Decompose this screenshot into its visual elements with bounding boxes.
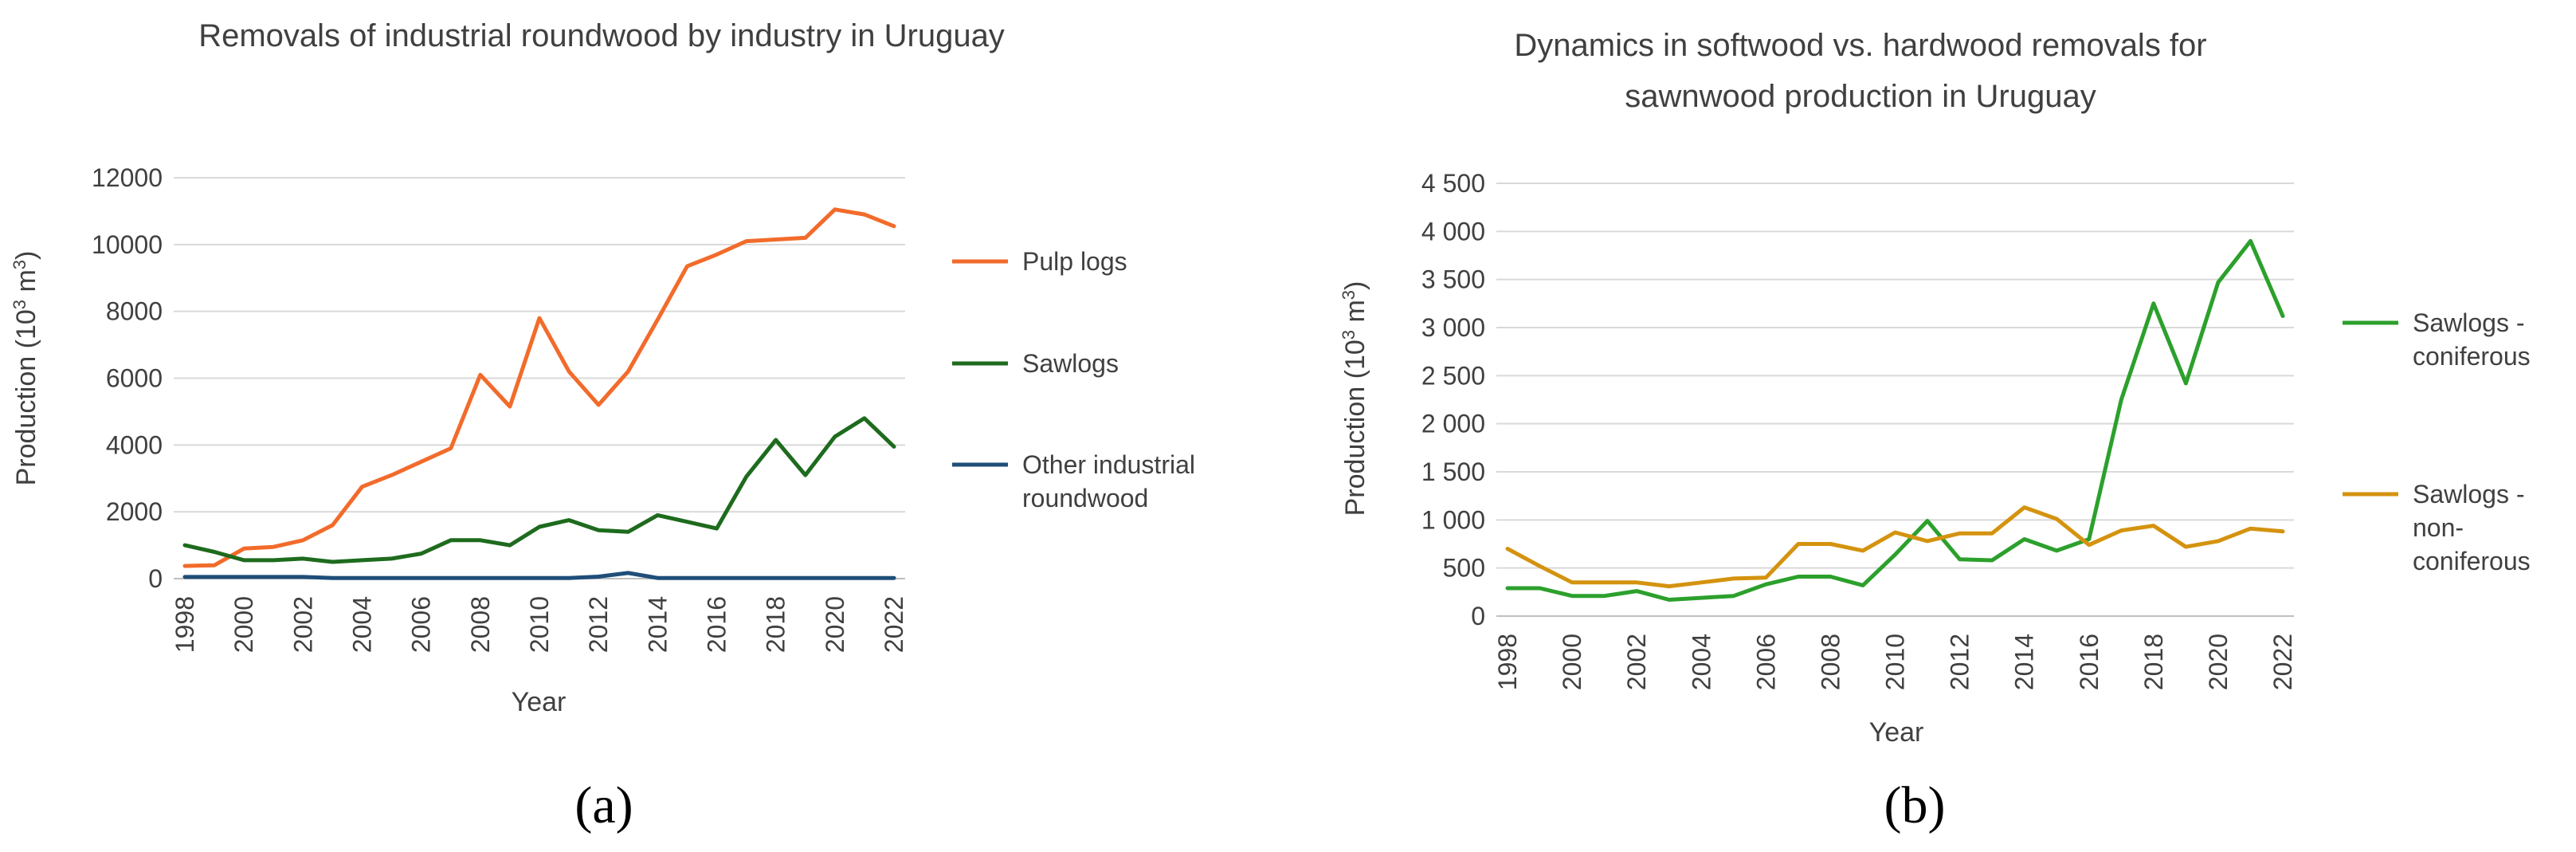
b-x-tick-label: 2010 [1881, 634, 1910, 690]
chart-b-y-axis-label: Production (103 m3) [1339, 281, 1370, 516]
a-legend-label-line: roundwood [1022, 484, 1148, 512]
chart-b-y-axis-label-text: Production (10 [1340, 340, 1370, 516]
b-x-tick-label: 2022 [2268, 634, 2297, 690]
a-series-line-3 [182, 571, 896, 580]
b-y-tick-label: 2 500 [1421, 361, 1485, 390]
chart-a-y-ticks: 0 2000 4000 6000 8000 10000 12000 [92, 163, 163, 593]
a-y-tick-label: 6000 [106, 364, 163, 393]
chart-b-title-line: sawnwood production in Uruguay [1625, 79, 2096, 114]
a-x-tick-label: 1998 [171, 596, 199, 653]
chart-a-gridlines [174, 177, 905, 579]
a-legend-label-line: Pulp logs [1022, 247, 1127, 276]
a-x-tick-label: 2002 [288, 596, 317, 653]
b-legend-label-1: Sawlogs - coniferous [2413, 308, 2531, 371]
chart-b-series [1505, 238, 2285, 602]
chart-a-y-axis-label: Production (103 m3) [10, 251, 41, 486]
chart-a-title: Removals of industrial roundwood by indu… [198, 18, 1005, 53]
b-legend-label-line: non- [2413, 513, 2464, 542]
a-x-tick-label: 2000 [229, 596, 258, 653]
chart-b-x-ticks: 1998 2000 2002 2004 2006 2008 2010 2012 2014 2016… [1493, 634, 2297, 690]
a-y-tick-label: 4000 [106, 430, 163, 459]
b-legend-label-2: Sawlogs - non-coniferous [2413, 480, 2531, 575]
b-y-tick-label: 500 [1443, 554, 1485, 583]
b-y-tick-label: 1 000 [1421, 505, 1485, 534]
b-x-tick-label: 1998 [1493, 634, 1522, 690]
chart-b-y-axis-label-sup2: 3 [1339, 290, 1359, 300]
b-x-tick-label: 2014 [2010, 634, 2039, 690]
b-x-tick-label: 2012 [1946, 634, 1974, 690]
a-y-tick-label: 12000 [92, 163, 163, 192]
b-y-tick-label: 2 000 [1421, 410, 1485, 438]
b-y-tick-label: 3 500 [1421, 265, 1485, 294]
chart-b: Dynamics in softwood vs. hardwood remova… [1339, 28, 2531, 834]
chart-b-x-axis-label: Year [1869, 717, 1924, 748]
panel-label-a: (a) [574, 776, 633, 834]
chart-b-title: Dynamics in softwood vs. hardwood remova… [1514, 28, 2206, 114]
chart-a-y-axis-label-sup2: 3 [10, 260, 29, 269]
b-x-tick-label: 2020 [2204, 634, 2233, 690]
b-y-tick-label: 3 000 [1421, 313, 1485, 342]
chart-b-gridlines [1496, 183, 2294, 617]
a-x-tick-label: 2010 [525, 596, 554, 653]
b-x-tick-label: 2002 [1622, 634, 1651, 690]
b-y-tick-label: 1 500 [1421, 457, 1485, 486]
b-x-tick-label: 2018 [2139, 634, 2168, 690]
a-legend-label-1: Pulp logs [1022, 247, 1127, 276]
b-x-tick-label: 2008 [1816, 634, 1845, 690]
a-legend-label-line: Sawlogs [1022, 349, 1119, 378]
b-x-tick-label: 2006 [1751, 634, 1780, 690]
b-y-tick-label: 4 000 [1421, 217, 1485, 245]
chart-a-x-axis-label: Year [512, 687, 567, 717]
chart-a-y-axis-label-unit: m [11, 269, 41, 300]
chart-a: Removals of industrial roundwood by indu… [10, 18, 1195, 834]
a-legend-label-3: Other industrial roundwood [1022, 450, 1195, 512]
a-x-tick-label: 2004 [348, 596, 377, 653]
a-y-tick-label: 10000 [92, 230, 163, 259]
b-series-line-2 [1505, 505, 2285, 589]
chart-a-y-axis-label-text: Production (10 [11, 309, 41, 485]
a-y-tick-label: 2000 [106, 497, 163, 526]
a-y-tick-label: 8000 [106, 297, 163, 326]
a-series-line-1 [182, 207, 896, 568]
b-y-tick-label: 4 500 [1421, 169, 1485, 198]
chart-a-series [182, 207, 896, 580]
a-y-tick-label: 0 [148, 564, 163, 593]
chart-a-x-ticks: 1998 2000 2002 2004 2006 2008 2010 2012 2014 2016… [171, 596, 908, 653]
panel-label-b: (b) [1884, 776, 1946, 834]
chart-b-y-axis-label-sup: 3 [1339, 330, 1359, 340]
a-x-tick-label: 2016 [703, 596, 731, 653]
b-x-tick-label: 2016 [2075, 634, 2104, 690]
a-series-line-2 [182, 416, 896, 564]
a-x-tick-label: 2022 [880, 596, 908, 653]
a-x-tick-label: 2014 [643, 596, 672, 653]
a-x-tick-label: 2018 [762, 596, 790, 653]
chart-b-y-axis-label-close: ) [1340, 281, 1370, 290]
chart-b-y-axis-label-unit: m [1340, 300, 1370, 330]
chart-b-legend: Sawlogs - coniferous Sawlogs - non-conifero… [2343, 308, 2531, 575]
b-x-tick-label: 2004 [1687, 634, 1715, 690]
b-legend-label-line: coniferous [2413, 547, 2531, 575]
b-legend-label-line: coniferous [2413, 342, 2531, 371]
b-x-tick-label: 2000 [1558, 634, 1586, 690]
chart-a-legend: Pulp logs Sawlogs Other industrial roundwoo… [952, 247, 1195, 512]
chart-a-y-axis-label-sup: 3 [10, 300, 29, 309]
a-x-tick-label: 2008 [466, 596, 495, 653]
b-series-line-1 [1505, 238, 2285, 602]
a-legend-label-2: Sawlogs [1022, 349, 1119, 378]
b-legend-label-line: Sawlogs - [2413, 480, 2525, 508]
a-x-tick-label: 2012 [584, 596, 613, 653]
a-x-tick-label: 2020 [821, 596, 849, 653]
chart-b-title-line: Dynamics in softwood vs. hardwood remova… [1514, 28, 2206, 63]
a-x-tick-label: 2006 [407, 596, 436, 653]
chart-a-y-axis-label-close: ) [11, 251, 41, 260]
a-legend-label-line: Other industrial [1022, 450, 1195, 479]
b-legend-label-line: Sawlogs - [2413, 308, 2525, 337]
b-y-tick-label: 0 [1471, 602, 1485, 630]
chart-b-y-ticks: 0 500 1 000 1 500 2 000 2 500 3 000 3 500 4 000 4… [1421, 169, 1485, 630]
